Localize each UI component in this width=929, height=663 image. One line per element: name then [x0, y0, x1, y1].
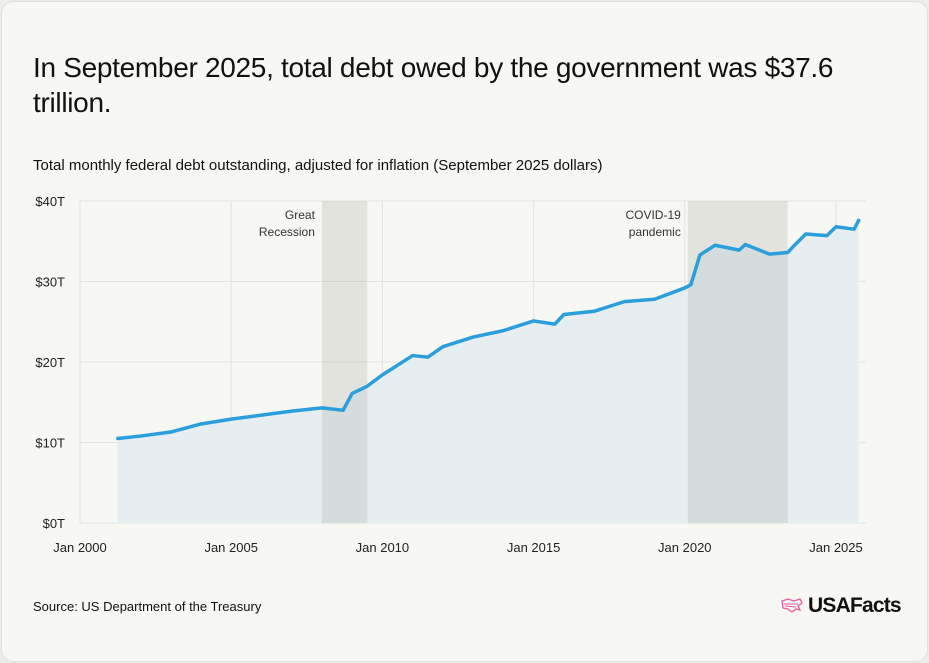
shaded-period-label: COVID-19 [625, 208, 681, 222]
y-tick-label: $20T [35, 355, 65, 370]
shaded-period-label: pandemic [629, 225, 681, 239]
y-tick-label: $10T [35, 436, 65, 451]
x-tick-label: Jan 2000 [53, 540, 107, 555]
source-note: Source: US Department of the Treasury [33, 599, 262, 614]
debt-area [117, 220, 859, 523]
x-tick-label: Jan 2025 [809, 540, 863, 555]
x-tick-label: Jan 2005 [204, 540, 258, 555]
shaded-period-label: Recession [259, 225, 315, 239]
y-tick-label: $40T [35, 194, 65, 209]
x-tick-label: Jan 2020 [658, 540, 712, 555]
usafacts-logo: USAFacts [780, 594, 902, 618]
us-map-icon [781, 598, 803, 613]
chart-headline: In September 2025, total debt owed by th… [33, 52, 834, 118]
shaded-period-great-recession [321, 201, 368, 523]
y-tick-label: $30T [35, 275, 65, 290]
logo-text: USAFacts [808, 594, 902, 617]
y-tick-label: $0T [43, 516, 65, 531]
x-tick-label: Jan 2010 [356, 540, 410, 555]
shaded-period-label: Great [285, 208, 316, 222]
chart-subtitle: Total monthly federal debt outstanding, … [33, 157, 603, 174]
x-tick-label: Jan 2015 [507, 540, 561, 555]
